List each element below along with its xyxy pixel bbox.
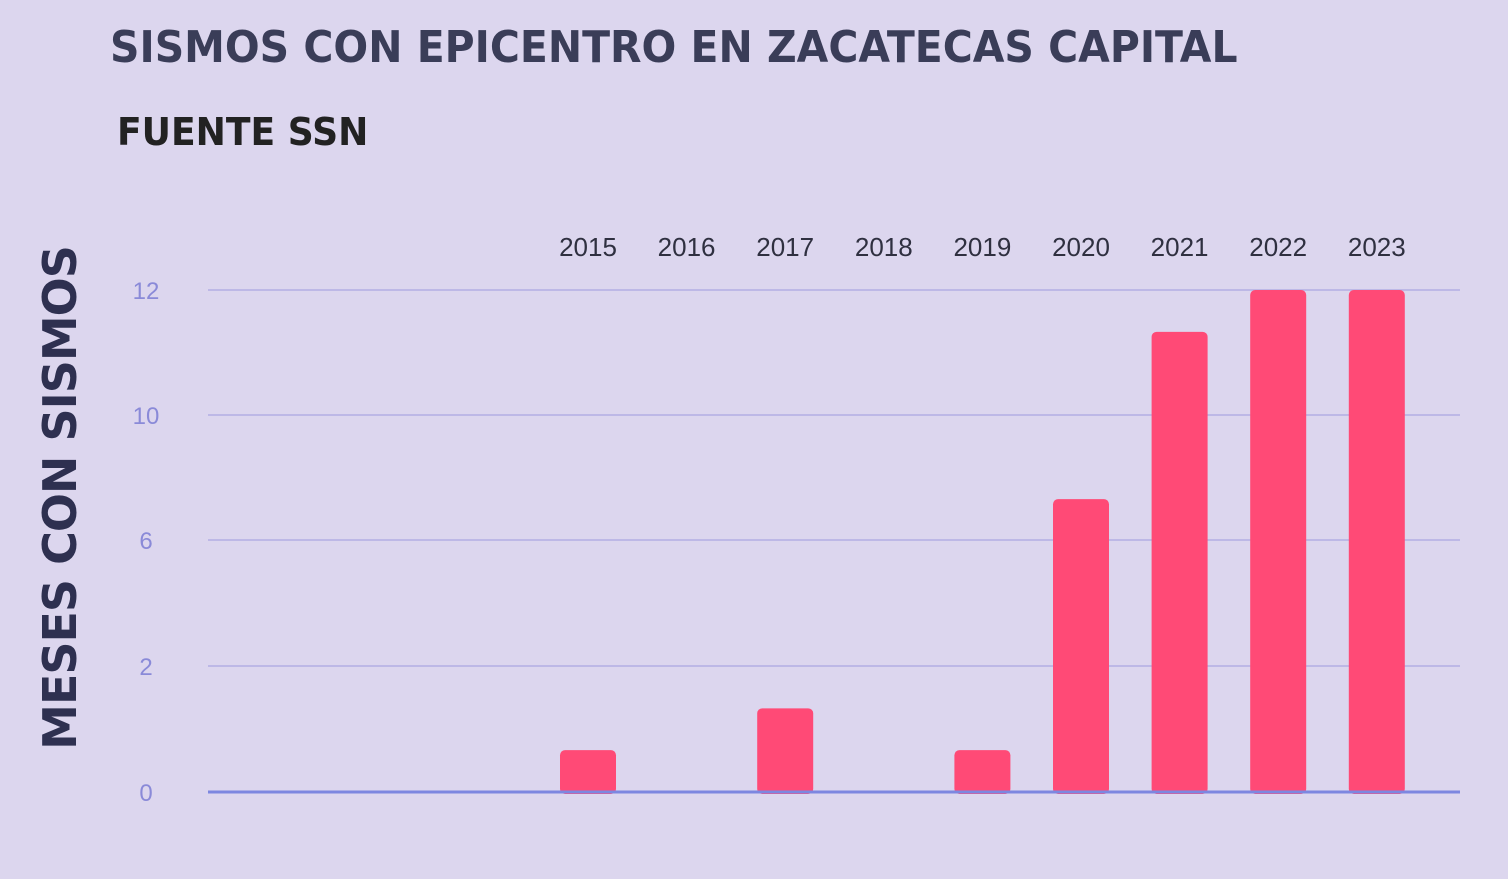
y-tick-labels: 12 10 6 2 0 [133,278,160,807]
category-label-2018: 2018 [855,232,913,262]
category-label-2023: 2023 [1348,232,1406,262]
bar-2019 [954,750,1011,794]
category-label-2016: 2016 [658,232,716,262]
bar-2022 [1250,290,1307,794]
bar-2021 [1151,331,1208,794]
category-label-2022: 2022 [1249,232,1307,262]
bar-2015 [560,750,616,794]
y-tick-label: 0 [139,780,152,807]
y-tick-label: 12 [133,278,160,305]
bar-2017 [757,708,814,794]
category-label-2015: 2015 [559,232,617,262]
y-tick-label: 2 [139,654,152,681]
bars [560,290,1405,794]
bar-2020 [1053,499,1109,794]
category-labels: 2015 2016 2017 2018 2019 2020 2021 2022 2023 [559,232,1406,262]
chart-subtitle: FUENTE SSN [117,110,369,154]
chart-title: SISMOS CON EPICENTRO EN ZACATECAS CAPITA… [110,22,1238,73]
category-label-2019: 2019 [953,232,1011,262]
bar-2023 [1348,290,1405,794]
category-label-2021: 2021 [1151,232,1209,262]
y-tick-label: 10 [133,403,160,430]
y-tick-label: 6 [139,528,152,555]
category-label-2020: 2020 [1052,232,1110,262]
category-label-2017: 2017 [756,232,814,262]
